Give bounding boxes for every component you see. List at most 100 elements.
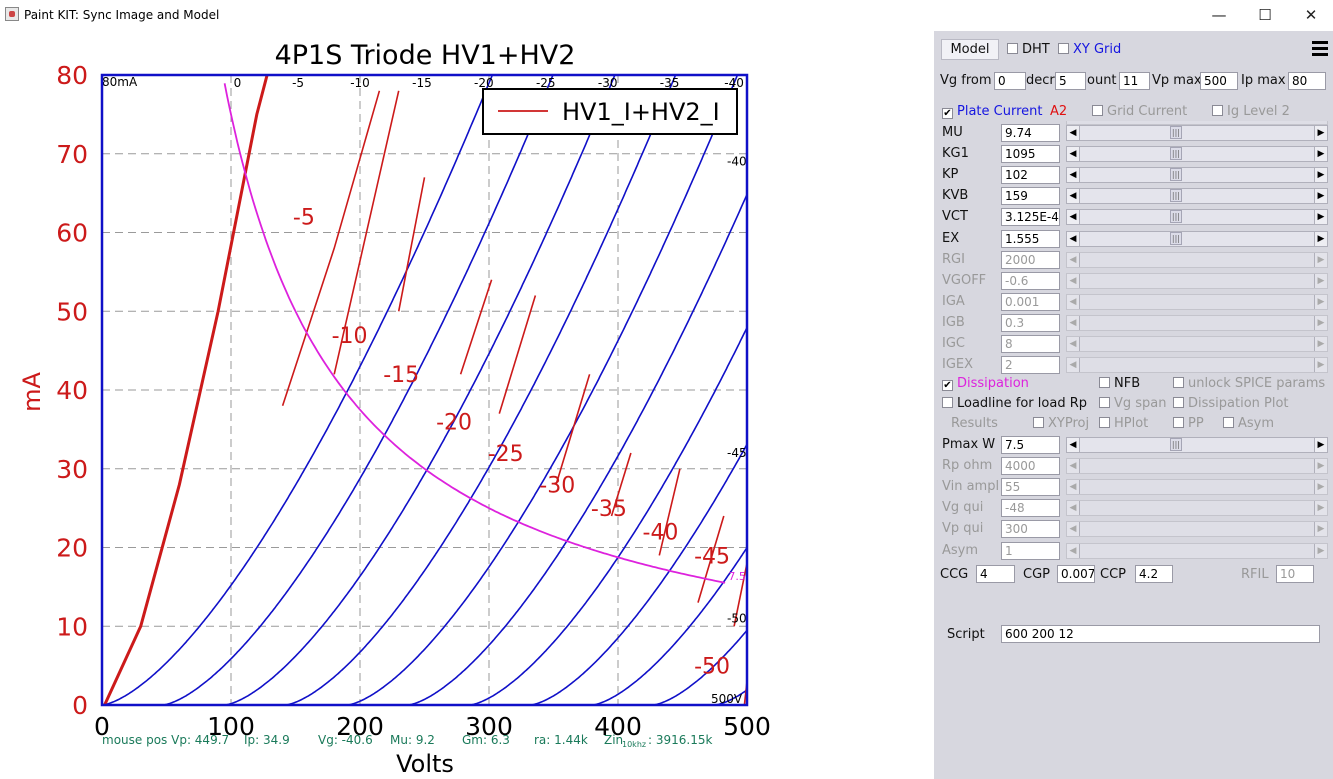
rfil-field[interactable]: 10 bbox=[1276, 565, 1314, 583]
slider-left-arrow-icon[interactable]: ◀ bbox=[1067, 337, 1080, 351]
model-button[interactable]: Model bbox=[941, 39, 999, 60]
slider-left-arrow-icon[interactable]: ◀ bbox=[1067, 480, 1080, 495]
vp-max-field[interactable]: 500 bbox=[1200, 72, 1238, 90]
slider-thumb[interactable]: ||| bbox=[1169, 189, 1182, 203]
dht-checkbox-box[interactable] bbox=[1007, 43, 1018, 54]
slider-left-arrow-icon[interactable]: ◀ bbox=[1067, 315, 1080, 330]
slider-track[interactable]: ||| bbox=[1080, 147, 1314, 161]
loadline-param-value-field[interactable]: 55 bbox=[1001, 478, 1060, 497]
grid-current-checkbox[interactable]: Grid Current bbox=[1092, 104, 1187, 119]
param-value-field[interactable]: 0.001 bbox=[1001, 292, 1060, 311]
loadline-param-value-field[interactable]: 4000 bbox=[1001, 457, 1060, 476]
slider-right-arrow-icon[interactable]: ▶ bbox=[1314, 358, 1327, 373]
param-value-field[interactable]: 2000 bbox=[1001, 250, 1060, 269]
param-value-field[interactable]: -0.6 bbox=[1001, 271, 1060, 290]
param-value-field[interactable]: 159 bbox=[1001, 187, 1060, 206]
param-slider[interactable]: ◀ ||| ▶ bbox=[1066, 188, 1328, 205]
slider-track[interactable] bbox=[1080, 295, 1314, 309]
pp-checkbox[interactable]: PP bbox=[1173, 416, 1204, 431]
dissipation-plot-checkbox[interactable]: Dissipation Plot bbox=[1173, 396, 1289, 411]
script-field[interactable]: 600 200 12 bbox=[1001, 625, 1320, 643]
param-slider[interactable]: ◀ ||| ▶ bbox=[1066, 209, 1328, 226]
vg-span-checkbox[interactable]: Vg span bbox=[1099, 396, 1167, 411]
slider-right-arrow-icon[interactable]: ▶ bbox=[1314, 294, 1327, 309]
slider-thumb[interactable]: ||| bbox=[1169, 168, 1182, 182]
slider-thumb[interactable]: ||| bbox=[1169, 231, 1182, 245]
slider-right-arrow-icon[interactable]: ▶ bbox=[1314, 210, 1327, 225]
slider-left-arrow-icon[interactable]: ◀ bbox=[1067, 168, 1080, 183]
param-slider[interactable]: ◀ ||| ▶ bbox=[1066, 230, 1328, 247]
slider-track[interactable]: ||| bbox=[1080, 168, 1314, 182]
minimize-button[interactable]: — bbox=[1211, 6, 1227, 24]
xyproj-checkbox-box[interactable] bbox=[1033, 417, 1044, 428]
decr-field[interactable]: 5 bbox=[1055, 72, 1086, 90]
slider-right-arrow-icon[interactable]: ▶ bbox=[1314, 126, 1327, 140]
slider-left-arrow-icon[interactable]: ◀ bbox=[1067, 189, 1080, 204]
loadline-param-slider[interactable]: ◀ ▶ bbox=[1066, 479, 1328, 496]
dht-checkbox[interactable]: DHT bbox=[1007, 42, 1050, 57]
vg-from-field[interactable]: 0 bbox=[994, 72, 1026, 90]
slider-right-arrow-icon[interactable]: ▶ bbox=[1314, 522, 1327, 537]
param-slider[interactable]: ◀ ||| ▶ bbox=[1066, 167, 1328, 184]
param-value-field[interactable]: 1095 bbox=[1001, 145, 1060, 164]
slider-left-arrow-icon[interactable]: ◀ bbox=[1067, 231, 1080, 246]
slider-track[interactable] bbox=[1080, 522, 1314, 536]
slider-track[interactable]: ||| bbox=[1080, 126, 1314, 140]
plate-current-checkbox-box[interactable]: ✔ bbox=[942, 108, 953, 119]
ip-max-field[interactable]: 80 bbox=[1288, 72, 1326, 90]
slider-track[interactable] bbox=[1080, 358, 1314, 372]
asym-checkbox-box[interactable] bbox=[1223, 417, 1234, 428]
param-slider[interactable]: ◀ ▶ bbox=[1066, 336, 1328, 352]
param-value-field[interactable]: 1.555 bbox=[1001, 229, 1060, 248]
ccp-field[interactable]: 4.2 bbox=[1135, 565, 1173, 583]
dissipation-plot-checkbox-box[interactable] bbox=[1173, 397, 1184, 408]
loadline-param-value-field[interactable]: 1 bbox=[1001, 541, 1060, 560]
xygrid-checkbox-box[interactable] bbox=[1058, 43, 1069, 54]
ccg-field[interactable]: 4 bbox=[976, 565, 1015, 583]
loadline-param-slider[interactable]: ◀ ▶ bbox=[1066, 458, 1328, 475]
loadline-checkbox[interactable]: Loadline for load Rp bbox=[942, 396, 1087, 411]
slider-thumb[interactable]: ||| bbox=[1169, 210, 1182, 224]
slider-right-arrow-icon[interactable]: ▶ bbox=[1314, 147, 1327, 162]
asym-checkbox[interactable]: Asym bbox=[1223, 416, 1274, 431]
loadline-param-value-field[interactable]: 7.5 bbox=[1001, 436, 1060, 454]
nfb-checkbox[interactable]: NFB bbox=[1099, 376, 1140, 391]
hamburger-icon[interactable] bbox=[1312, 41, 1328, 57]
slider-left-arrow-icon[interactable]: ◀ bbox=[1067, 210, 1080, 225]
slider-right-arrow-icon[interactable]: ▶ bbox=[1314, 459, 1327, 474]
pp-checkbox-box[interactable] bbox=[1173, 417, 1184, 428]
close-button[interactable]: ✕ bbox=[1304, 6, 1318, 24]
param-value-field[interactable]: 102 bbox=[1001, 166, 1060, 185]
slider-right-arrow-icon[interactable]: ▶ bbox=[1314, 273, 1327, 288]
slider-thumb[interactable]: ||| bbox=[1169, 126, 1182, 139]
slider-track[interactable]: ||| bbox=[1080, 189, 1314, 203]
nfb-checkbox-box[interactable] bbox=[1099, 377, 1110, 388]
slider-right-arrow-icon[interactable]: ▶ bbox=[1314, 480, 1327, 495]
slider-left-arrow-icon[interactable]: ◀ bbox=[1067, 252, 1080, 267]
slider-thumb[interactable]: ||| bbox=[1169, 147, 1182, 161]
slider-left-arrow-icon[interactable]: ◀ bbox=[1067, 358, 1080, 373]
param-slider[interactable]: ◀ ▶ bbox=[1066, 314, 1328, 331]
slider-track[interactable] bbox=[1080, 274, 1314, 288]
slider-right-arrow-icon[interactable]: ▶ bbox=[1314, 231, 1327, 246]
slider-right-arrow-icon[interactable]: ▶ bbox=[1314, 189, 1327, 204]
slider-right-arrow-icon[interactable]: ▶ bbox=[1314, 337, 1327, 351]
slider-right-arrow-icon[interactable]: ▶ bbox=[1314, 501, 1327, 516]
param-value-field[interactable]: 9.74 bbox=[1001, 124, 1060, 142]
param-slider[interactable]: ◀ ▶ bbox=[1066, 293, 1328, 310]
slider-right-arrow-icon[interactable]: ▶ bbox=[1314, 315, 1327, 330]
xyproj-checkbox[interactable]: XYProj bbox=[1033, 416, 1089, 431]
slider-left-arrow-icon[interactable]: ◀ bbox=[1067, 438, 1080, 452]
plot-area[interactable]: 7.5 -5 -10 -15 -20 -25 -30 -35 -40 -45 -50 0 -5 -10 -1… bbox=[0, 31, 934, 779]
slider-track[interactable] bbox=[1080, 480, 1314, 494]
slider-left-arrow-icon[interactable]: ◀ bbox=[1067, 273, 1080, 288]
slider-left-arrow-icon[interactable]: ◀ bbox=[1067, 501, 1080, 516]
param-value-field[interactable]: 2 bbox=[1001, 356, 1060, 375]
param-value-field[interactable]: 8 bbox=[1001, 335, 1060, 353]
slider-left-arrow-icon[interactable]: ◀ bbox=[1067, 543, 1080, 558]
slider-left-arrow-icon[interactable]: ◀ bbox=[1067, 126, 1080, 140]
unlock-spice-checkbox-box[interactable] bbox=[1173, 377, 1184, 388]
cgp-field[interactable]: 0.007 bbox=[1057, 565, 1095, 583]
slider-track[interactable]: ||| bbox=[1080, 231, 1314, 246]
dissipation-checkbox[interactable]: ✔ Dissipation bbox=[942, 376, 1029, 391]
